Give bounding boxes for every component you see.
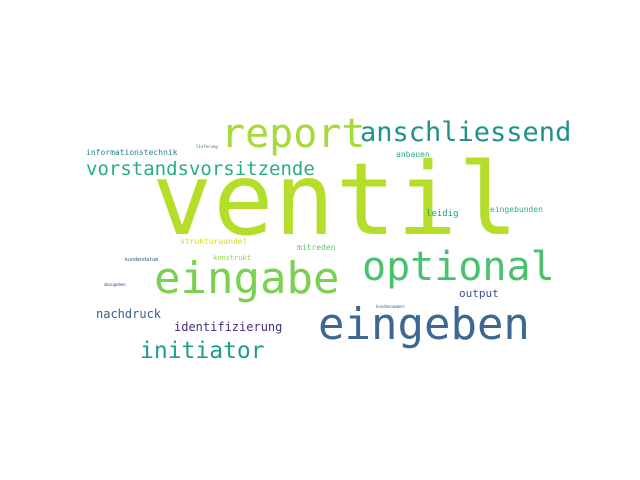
word-eingeben: eingeben (318, 299, 530, 350)
word-informationstechnik: informationstechnik (86, 148, 178, 157)
word-output: output (459, 287, 499, 300)
word-vorstandsvorsitzende: vorstandsvorsitzende (86, 158, 315, 180)
word-tiny-1: lieferung (196, 144, 218, 149)
word-kundendatum: kundendatum (125, 257, 159, 263)
word-initiator: initiator (140, 338, 265, 364)
word-tiny-3: kundennummer (376, 304, 405, 309)
word-tiny-2: abzugeben (104, 282, 126, 287)
word-eingabe: eingabe (154, 253, 340, 304)
word-nachdruck: nachdruck (96, 307, 162, 321)
word-anbauen: anbauen (396, 150, 430, 159)
word-optional: optional (362, 244, 555, 290)
word-konstrukt: konstrukt (213, 254, 251, 262)
word-ventil: ventil (152, 141, 520, 258)
word-report: report (221, 111, 366, 157)
word-identifizierung: identifizierung (174, 320, 283, 334)
word-eingebunden: eingebunden (490, 205, 543, 214)
word-leidig: leidig (426, 209, 459, 219)
word-mitreden: mitreden (297, 243, 336, 252)
word-anschliessend: anschliessend (360, 117, 572, 148)
word-strukturwandel: strukturwandel (180, 237, 248, 246)
